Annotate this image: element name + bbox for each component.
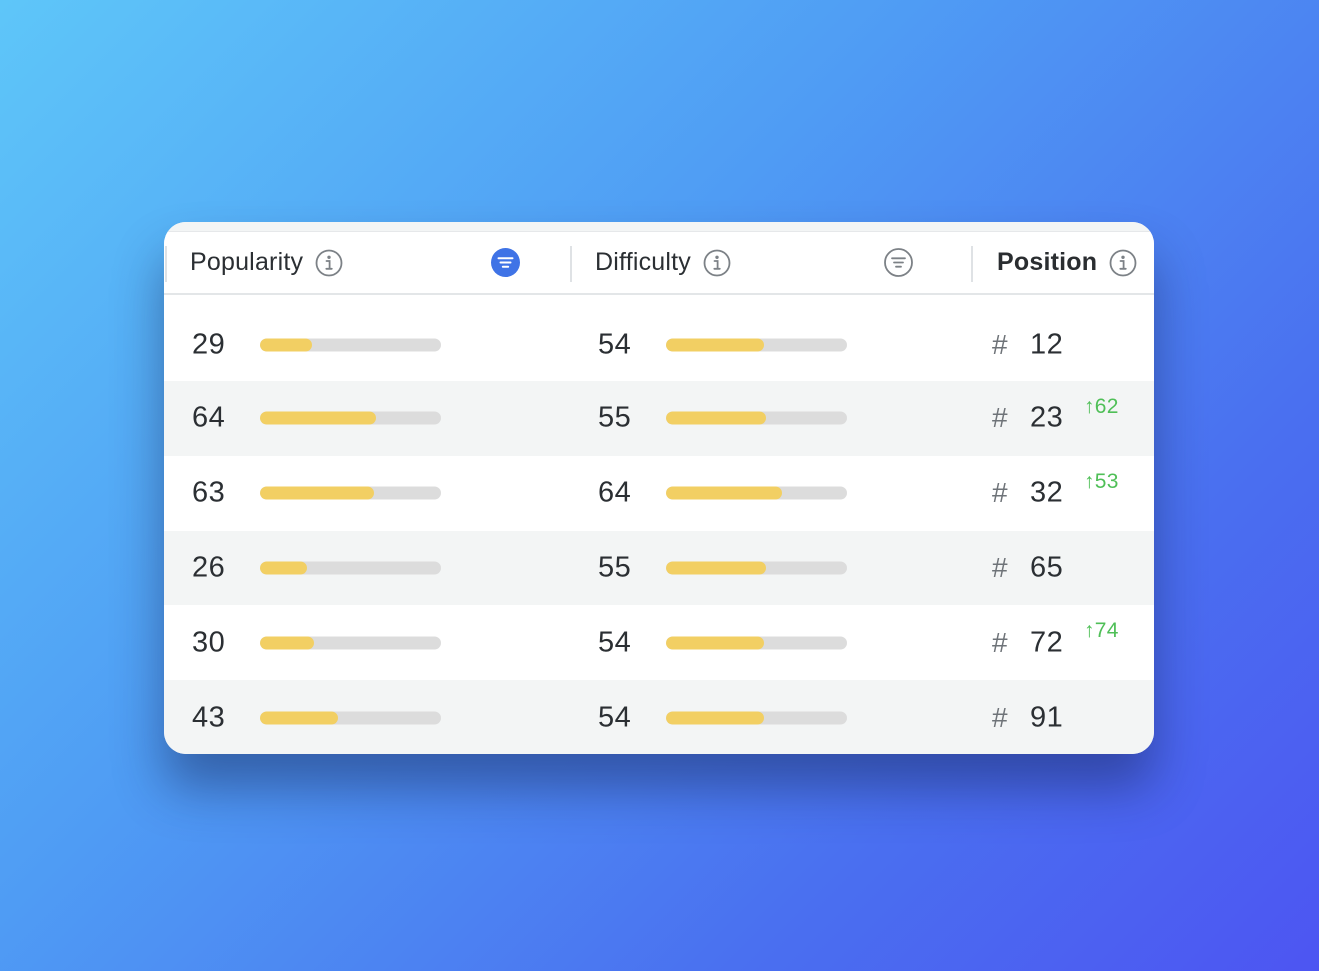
position-change: ↑74 <box>1084 619 1119 643</box>
hash-icon: # <box>992 328 1008 360</box>
position-change: ↑53 <box>1084 469 1119 493</box>
column-header-popularity-label: Popularity <box>190 248 304 276</box>
hash-icon: # <box>992 701 1008 733</box>
difficulty-value: 54 <box>598 328 632 361</box>
column-separator <box>165 246 167 282</box>
popularity-bar <box>260 411 441 425</box>
difficulty-bar <box>666 486 847 500</box>
hash-icon: # <box>992 626 1008 658</box>
column-header-position-label: Position <box>997 248 1098 276</box>
difficulty-bar <box>666 636 847 650</box>
table-top-strip <box>164 222 1154 232</box>
difficulty-value: 55 <box>598 551 632 584</box>
popularity-bar-fill <box>260 486 375 500</box>
info-icon[interactable] <box>1109 249 1137 277</box>
difficulty-value: 54 <box>598 626 632 659</box>
difficulty-bar-fill <box>666 636 764 650</box>
popularity-bar <box>260 338 441 352</box>
position-value: 12 <box>1030 328 1064 361</box>
popularity-value: 26 <box>192 551 226 584</box>
column-header-position[interactable]: Position <box>997 232 1137 293</box>
column-header-popularity[interactable]: Popularity <box>190 232 343 293</box>
difficulty-bar-fill <box>666 711 764 725</box>
difficulty-bar <box>666 711 847 725</box>
position-value: 91 <box>1030 701 1064 734</box>
popularity-bar <box>260 561 441 575</box>
popularity-bar <box>260 636 441 650</box>
table-row[interactable]: 26 55 # 65 <box>164 530 1154 606</box>
info-icon[interactable] <box>703 249 731 277</box>
keywords-table-card: Popularity Difficulty Po <box>164 222 1154 754</box>
difficulty-bar-fill <box>666 411 766 425</box>
position-value: 72 <box>1030 626 1064 659</box>
difficulty-bar-fill <box>666 338 764 352</box>
column-header-difficulty[interactable]: Difficulty <box>595 232 731 293</box>
position-value: 65 <box>1030 551 1064 584</box>
table-body: 29 54 # 12 64 55 # 23 ↑62 63 64 # 32 ↑53 <box>164 295 1154 754</box>
column-separator <box>971 246 973 282</box>
table-row[interactable]: 43 54 # 91 <box>164 680 1154 754</box>
position-change: ↑62 <box>1084 395 1119 418</box>
popularity-bar-fill <box>260 711 338 725</box>
difficulty-value: 55 <box>598 401 632 434</box>
table-row[interactable]: 64 55 # 23 ↑62 <box>164 381 1154 456</box>
popularity-bar <box>260 486 441 500</box>
position-value: 32 <box>1030 476 1064 509</box>
info-icon[interactable] <box>315 249 343 277</box>
position-value: 23 <box>1030 401 1064 434</box>
difficulty-bar-fill <box>666 486 782 500</box>
table-row[interactable]: 30 54 # 72 ↑74 <box>164 605 1154 681</box>
popularity-value: 29 <box>192 328 226 361</box>
difficulty-bar <box>666 411 847 425</box>
table-header: Popularity Difficulty Po <box>164 232 1154 295</box>
popularity-value: 63 <box>192 476 226 509</box>
hash-icon: # <box>992 402 1008 434</box>
table-row[interactable]: 29 54 # 12 <box>164 295 1154 381</box>
popularity-value: 64 <box>192 401 226 434</box>
filter-icon[interactable] <box>883 247 914 278</box>
difficulty-bar-fill <box>666 561 766 575</box>
column-separator <box>570 246 572 282</box>
hash-icon: # <box>992 551 1008 583</box>
popularity-value: 43 <box>192 701 226 734</box>
popularity-bar <box>260 711 441 725</box>
table-row[interactable]: 63 64 # 32 ↑53 <box>164 455 1154 531</box>
popularity-bar-fill <box>260 411 376 425</box>
difficulty-bar <box>666 561 847 575</box>
difficulty-bar <box>666 338 847 352</box>
popularity-value: 30 <box>192 626 226 659</box>
filter-icon[interactable] <box>490 247 521 278</box>
hash-icon: # <box>992 477 1008 509</box>
popularity-bar-fill <box>260 561 308 575</box>
popularity-bar-fill <box>260 338 313 352</box>
difficulty-value: 64 <box>598 476 632 509</box>
difficulty-value: 54 <box>598 701 632 734</box>
popularity-bar-fill <box>260 636 315 650</box>
column-header-difficulty-label: Difficulty <box>595 248 692 276</box>
